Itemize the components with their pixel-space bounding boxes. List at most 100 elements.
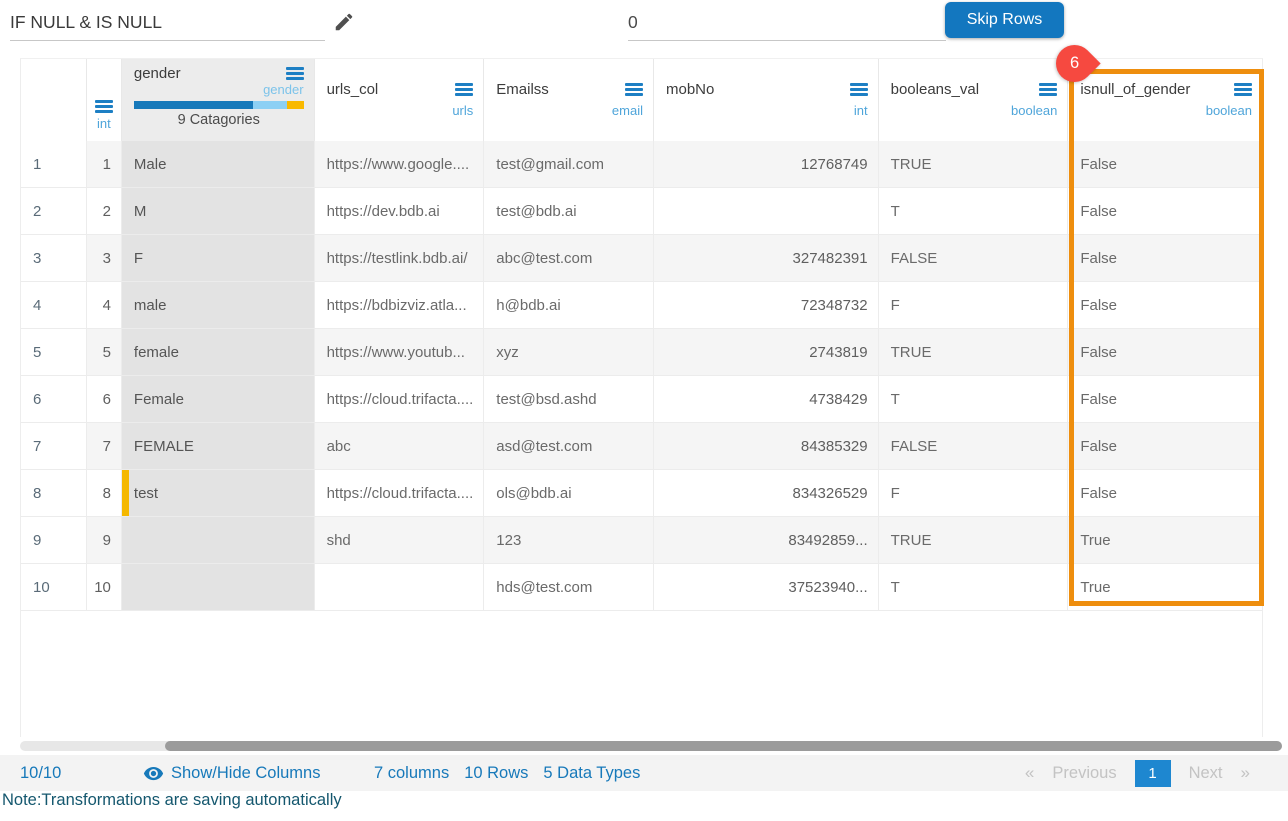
skip-rows-value: 0 [628,12,638,33]
cell: 123 [483,517,653,564]
cell: False [1067,470,1262,517]
cell: 8 [86,470,121,517]
status-bar: 10/10 Show/Hide Columns 7 columns 10 Row… [0,755,1288,791]
column-name: isnull_of_gender [1080,81,1190,98]
edit-pencil-icon[interactable] [333,11,355,33]
transform-name-input[interactable]: IF NULL & IS NULL [10,4,325,41]
last-page-button[interactable]: » [1241,763,1250,783]
cell: xyz [483,329,653,376]
column-header-mobNo[interactable]: mobNo int [653,59,878,141]
autosave-note: Note:Transformations are saving automati… [2,791,342,810]
cell: False [1067,376,1262,423]
cell: 7 [86,423,121,470]
cell: T [878,188,1068,235]
cell: M [121,188,314,235]
cell: test [121,470,314,517]
cell: True [1067,564,1262,611]
column-menu-icon[interactable] [286,67,304,80]
pagination: « Previous 1 Next » [1025,755,1250,791]
cell: False [1067,329,1262,376]
column-name: Emailss [496,81,549,98]
cell: 4738429 [653,376,878,423]
cell: F [878,470,1068,517]
cell: TRUE [878,329,1068,376]
column-menu-icon[interactable] [850,83,868,96]
column-menu-icon[interactable] [95,100,113,113]
column-header-blank [21,59,86,141]
data-grid: intgendergender9 Catagoriesurls_colurlsE… [20,58,1263,737]
column-menu-icon[interactable] [1234,83,1252,96]
cell: Male [121,141,314,188]
horizontal-scrollbar-thumb[interactable] [165,741,1282,751]
column-menu-icon[interactable] [455,83,473,96]
cell: abc@test.com [483,235,653,282]
column-type-label: urls [327,103,474,118]
current-page-button[interactable]: 1 [1135,760,1171,787]
categories-count-label: 9 Catagories [134,112,304,128]
eye-icon [143,763,164,784]
column-header-Emailss[interactable]: Emailss email [483,59,653,141]
cell: 834326529 [653,470,878,517]
table-row: 66Femalehttps://cloud.trifacta....test@b… [21,376,1262,423]
column-header-isnull_of_gender[interactable]: isnull_of_genderboolean [1067,59,1262,141]
cell: FALSE [878,423,1068,470]
transform-step-count: 6 [1070,54,1079,73]
cell: https://bdbizviz.atla... [314,282,484,329]
cell: male [121,282,314,329]
cell: asd@test.com [483,423,653,470]
next-page-button[interactable]: Next [1189,764,1223,783]
column-header-blank[interactable]: int [86,59,121,141]
table-row: 22Mhttps://dev.bdb.aitest@bdb.aiTFalse [21,188,1262,235]
skip-rows-button[interactable]: Skip Rows [945,2,1064,38]
cell: 10 [86,564,121,611]
row-index-cell: 7 [21,423,86,470]
column-type-label: boolean [1080,103,1252,118]
table-row: 88testhttps://cloud.trifacta....ols@bdb.… [21,470,1262,517]
column-header-booleans_val[interactable]: booleans_valboolean [878,59,1068,141]
cell: 6 [86,376,121,423]
cell: F [121,235,314,282]
column-menu-icon[interactable] [1039,83,1057,96]
cell: Female [121,376,314,423]
cell: T [878,564,1068,611]
cell: 37523940... [653,564,878,611]
cell: False [1067,423,1262,470]
row-index-cell: 1 [21,141,86,188]
cell: False [1067,141,1262,188]
transform-name-value: IF NULL & IS NULL [10,12,162,33]
cell: shd [314,517,484,564]
cell: test@bsd.ashd [483,376,653,423]
cell: https://dev.bdb.ai [314,188,484,235]
row-index-cell: 8 [21,470,86,517]
cell: False [1067,235,1262,282]
cell: 1 [86,141,121,188]
cell: 327482391 [653,235,878,282]
cell: abc [314,423,484,470]
show-hide-columns-button[interactable]: Show/Hide Columns [143,755,320,791]
cell: 9 [86,517,121,564]
column-name: gender [134,65,181,82]
column-header-gender[interactable]: gendergender9 Catagories [121,59,314,141]
cell: 84385329 [653,423,878,470]
column-menu-icon[interactable] [625,83,643,96]
cell: F [878,282,1068,329]
column-type-label: email [496,103,643,118]
columns-count: 7 columns [374,764,449,783]
column-header-urls_col[interactable]: urls_colurls [314,59,484,141]
horizontal-scrollbar[interactable] [20,741,1282,751]
first-page-button[interactable]: « [1025,763,1034,783]
cell: ols@bdb.ai [483,470,653,517]
cell [314,564,484,611]
cell: https://www.youtub... [314,329,484,376]
data-types-count: 5 Data Types [543,764,640,783]
cell: https://www.google.... [314,141,484,188]
cell: TRUE [878,141,1068,188]
row-index-cell: 10 [21,564,86,611]
previous-page-button[interactable]: Previous [1052,764,1116,783]
table-row: 1010hds@test.com37523940...TTrue [21,564,1262,611]
cell: True [1067,517,1262,564]
column-name: mobNo [666,81,714,98]
column-type-label: int [666,103,868,118]
skip-rows-input[interactable]: 0 [628,4,946,41]
cell [121,517,314,564]
